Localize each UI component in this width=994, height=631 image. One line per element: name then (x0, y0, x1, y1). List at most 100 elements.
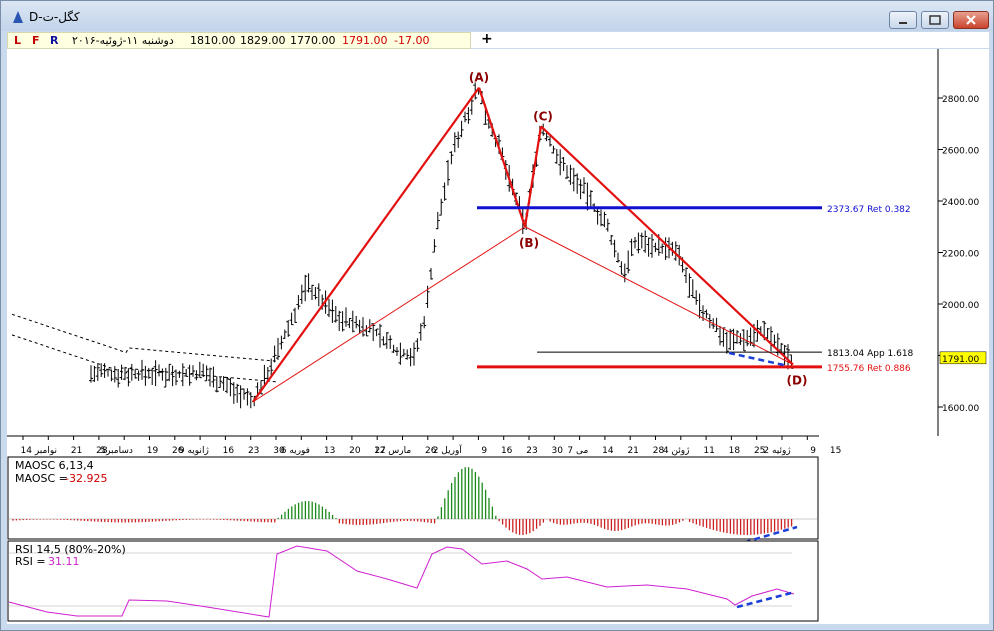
ohlc-bar (95, 364, 100, 381)
ohlc-bar (384, 332, 389, 349)
ohlc-bar (92, 365, 97, 382)
ohlc-bar (187, 364, 192, 386)
ohlc-bar (639, 232, 644, 249)
ohlc-bar (170, 365, 175, 387)
ohlc-bar (289, 312, 294, 326)
chart-svg[interactable]: 1600.001800.002000.002200.002400.002600.… (7, 49, 989, 624)
ohlc-bar (704, 309, 709, 319)
ohlc-bar (554, 149, 559, 164)
ohlc-bar (228, 377, 233, 397)
ohlc-bar (568, 164, 573, 185)
price-tick-label: 2400.00 (942, 198, 979, 208)
fib-level-label: 2373.67 Ret 0.382 (827, 205, 911, 215)
maosc-title: MAOSC 6,13,4 (15, 459, 94, 472)
r-button[interactable]: R (50, 34, 59, 47)
f-button[interactable]: F (32, 34, 40, 47)
ohlc-bar (354, 316, 359, 329)
close-button[interactable] (953, 11, 989, 29)
ohlc-bar (663, 237, 668, 260)
ohlc-bar (337, 310, 342, 331)
lower-envelope-line (11, 334, 277, 383)
add-button[interactable]: + (481, 31, 493, 47)
ohlc-bar (89, 365, 93, 383)
last-price-label: 1791.00 (942, 355, 979, 365)
ohlc-bar (707, 314, 712, 329)
l-button[interactable]: L (14, 34, 22, 47)
ohlc-bar (218, 376, 223, 388)
ohlc-bar (452, 132, 457, 153)
rsi-frame (7, 540, 819, 622)
ohlc-bar (143, 365, 148, 386)
ohlc-bar (585, 182, 590, 211)
time-tick-label: می 7 (567, 446, 588, 456)
title-bar: D-کگل-ت (1, 1, 993, 31)
pattern-leg-line (540, 125, 794, 366)
pattern-point-label: (B) (519, 236, 539, 250)
ohlc-bar (313, 286, 318, 300)
time-tick-label: 21 (71, 446, 82, 456)
ohlc-bar (731, 328, 736, 351)
ohlc-bar (184, 368, 189, 377)
ohlc-bar (643, 230, 648, 253)
ohlc-bar (136, 370, 141, 381)
fib-level-label: 1813.04 App 1.618 (827, 349, 914, 359)
time-tick-label: ژوئن 4 (663, 446, 690, 456)
ohlc-bar (432, 239, 437, 253)
time-tick-label: 20 (349, 446, 361, 456)
ohlc-bar (442, 182, 447, 201)
ohlc-bar (106, 368, 110, 377)
ohlc-bar (439, 198, 444, 216)
ohlc-bar (265, 366, 270, 382)
time-tick-label: آوریل 2 (433, 444, 463, 456)
ohlc-bar (558, 149, 563, 176)
ohlc-bar (248, 392, 253, 409)
time-tick-label: 28 (96, 446, 108, 456)
ohlc-bar (575, 173, 580, 194)
ohlc-bar (646, 237, 651, 257)
ohlc-bar (548, 136, 552, 147)
ohlc-bar (466, 107, 471, 124)
ohlc-bar (150, 367, 155, 385)
maximize-button[interactable] (921, 11, 949, 29)
ohlc-bar (612, 239, 617, 258)
ohlc-bar (99, 363, 104, 377)
rsi-value: 31.11 (48, 555, 80, 568)
ohlc-bar (588, 190, 593, 208)
ohlc-bar (446, 159, 450, 186)
time-tick-label: 25 (754, 446, 765, 456)
ohlc-bar (779, 342, 784, 353)
time-tick-label: 18 (729, 446, 741, 456)
ohlc-bar (741, 329, 746, 352)
ohlc-bar (371, 323, 376, 342)
ohlc-bar (221, 376, 226, 391)
ohlc-bar (350, 310, 355, 333)
ohlc-bar (463, 111, 467, 123)
ohlc-bar (456, 131, 461, 148)
ohlc-bar (690, 279, 695, 299)
ohlc-bar (102, 363, 107, 378)
quote-date: دوشنبه ۱۱-ژوئیه-۲۰۱۶ (72, 34, 174, 47)
ohlc-bar (340, 311, 345, 332)
ohlc-bar (786, 344, 790, 370)
time-tick-label: 23 (526, 446, 537, 456)
ohlc-bar (724, 331, 729, 354)
ohlc-bar (551, 145, 556, 154)
ohlc-bar (204, 365, 209, 382)
ohlc-bar (721, 327, 726, 347)
ohlc-bar (582, 177, 586, 194)
ohlc-bar (391, 344, 396, 353)
time-tick-label: 9 (810, 446, 816, 456)
ohlc-bar (197, 361, 202, 379)
time-tick-label: 16 (223, 446, 235, 456)
ohlc-bar (333, 305, 338, 323)
ohlc-bar (174, 369, 178, 386)
time-tick-label: 30 (273, 446, 285, 456)
ohlc-bar (398, 342, 403, 365)
quote-close: 1791.00 (342, 34, 388, 47)
rsi-panel (7, 540, 819, 622)
pattern-point-label: (C) (533, 109, 553, 123)
ohlc-bar (245, 388, 250, 406)
time-tick-label: 28 (653, 446, 665, 456)
minimize-button[interactable] (889, 11, 917, 29)
